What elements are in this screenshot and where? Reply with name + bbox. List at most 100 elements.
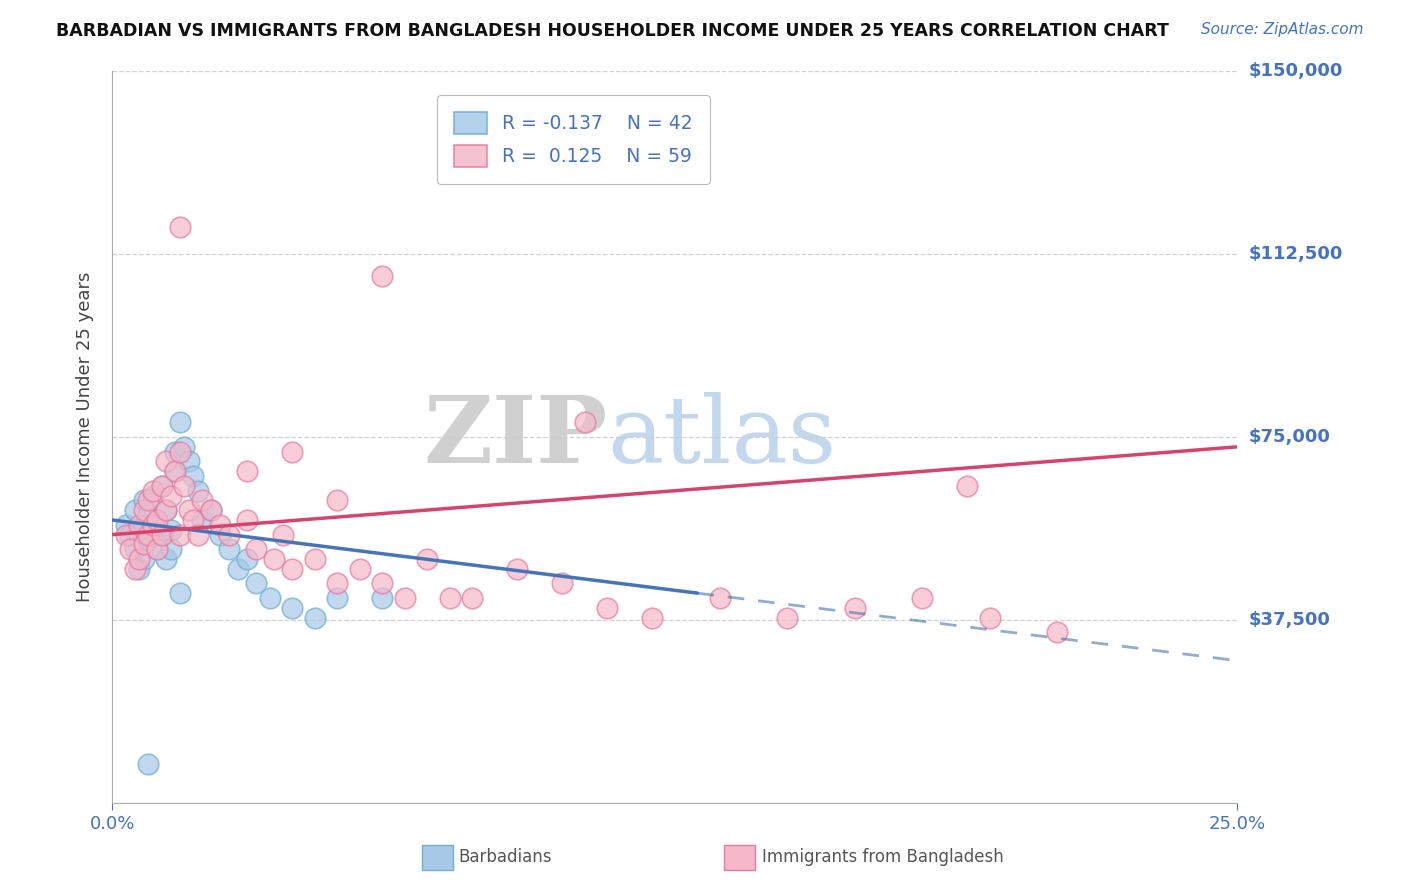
Text: ZIP: ZIP	[423, 392, 607, 482]
Point	[146, 542, 169, 557]
Point	[120, 527, 142, 541]
Y-axis label: Householder Income Under 25 years: Householder Income Under 25 years	[76, 272, 94, 602]
Point	[844, 600, 866, 615]
Point	[132, 503, 155, 517]
Point	[169, 444, 191, 458]
Text: BARBADIAN VS IMMIGRANTS FROM BANGLADESH HOUSEHOLDER INCOME UNDER 25 YEARS CORREL: BARBADIAN VS IMMIGRANTS FROM BANGLADESH …	[56, 22, 1170, 40]
Point	[128, 517, 150, 532]
Point	[142, 483, 165, 498]
Point	[142, 489, 165, 503]
Point	[165, 444, 187, 458]
Point	[155, 552, 177, 566]
Point	[128, 552, 150, 566]
Point	[138, 508, 160, 522]
Point	[200, 503, 222, 517]
Point	[124, 503, 146, 517]
Text: $112,500: $112,500	[1249, 245, 1343, 263]
Point	[191, 513, 214, 527]
Point	[236, 464, 259, 478]
Point	[146, 513, 169, 527]
Text: atlas: atlas	[607, 392, 837, 482]
Point	[281, 444, 304, 458]
Point	[371, 576, 394, 591]
Point	[138, 527, 160, 541]
Point	[596, 600, 619, 615]
Point	[236, 552, 259, 566]
Point	[146, 513, 169, 527]
Point	[115, 527, 138, 541]
Text: Source: ZipAtlas.com: Source: ZipAtlas.com	[1201, 22, 1364, 37]
Point	[124, 542, 146, 557]
Point	[245, 542, 267, 557]
Point	[183, 469, 205, 483]
Point	[115, 517, 138, 532]
Point	[326, 591, 349, 605]
Point	[128, 527, 150, 541]
Point	[551, 576, 574, 591]
Point	[173, 479, 195, 493]
Point	[281, 600, 304, 615]
Point	[439, 591, 461, 605]
Point	[165, 464, 187, 478]
Point	[146, 542, 169, 557]
Text: Immigrants from Bangladesh: Immigrants from Bangladesh	[762, 848, 1004, 866]
Point	[209, 527, 232, 541]
Point	[259, 591, 281, 605]
Point	[132, 552, 155, 566]
Point	[200, 503, 222, 517]
Point	[218, 527, 240, 541]
Point	[138, 493, 160, 508]
Point	[128, 562, 150, 576]
Point	[150, 479, 173, 493]
Point	[132, 517, 155, 532]
Point	[155, 454, 177, 468]
Point	[506, 562, 529, 576]
Point	[150, 527, 173, 541]
Text: Barbadians: Barbadians	[458, 848, 553, 866]
Point	[228, 562, 250, 576]
Point	[169, 220, 191, 235]
Point	[124, 562, 146, 576]
Point	[236, 513, 259, 527]
Point	[245, 576, 267, 591]
Point	[177, 454, 200, 468]
Point	[155, 503, 177, 517]
Point	[191, 493, 214, 508]
Point	[304, 552, 326, 566]
Point	[138, 533, 160, 547]
Point	[394, 591, 416, 605]
Point	[304, 610, 326, 624]
Point	[120, 542, 142, 557]
Point	[776, 610, 799, 624]
Point	[371, 269, 394, 284]
Point	[142, 517, 165, 532]
Point	[416, 552, 439, 566]
Point	[326, 493, 349, 508]
Point	[165, 464, 187, 478]
Point	[281, 562, 304, 576]
Point	[273, 527, 295, 541]
Point	[326, 576, 349, 591]
Point	[132, 537, 155, 551]
Point	[183, 513, 205, 527]
Point	[709, 591, 731, 605]
Point	[173, 440, 195, 454]
Point	[263, 552, 285, 566]
Text: $75,000: $75,000	[1249, 428, 1330, 446]
Point	[142, 523, 165, 537]
Point	[160, 523, 183, 537]
Point	[574, 416, 596, 430]
Point	[169, 586, 191, 600]
Point	[132, 493, 155, 508]
Point	[169, 527, 191, 541]
Point	[187, 483, 209, 498]
Point	[177, 503, 200, 517]
Point	[187, 527, 209, 541]
Point	[218, 542, 240, 557]
Point	[911, 591, 934, 605]
Point	[1046, 625, 1069, 640]
Text: $37,500: $37,500	[1249, 611, 1330, 629]
Text: $150,000: $150,000	[1249, 62, 1343, 80]
Point	[371, 591, 394, 605]
Point	[150, 527, 173, 541]
